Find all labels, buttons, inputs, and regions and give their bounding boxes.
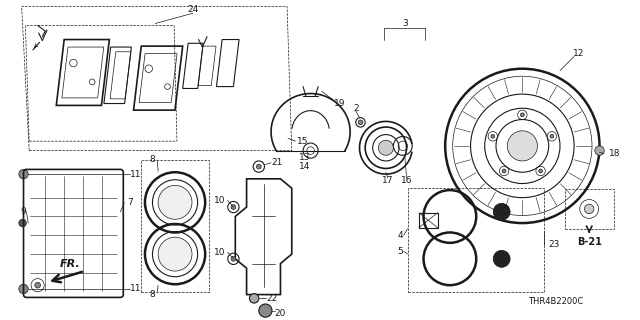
Text: 8: 8 <box>150 290 156 299</box>
Text: 2: 2 <box>353 104 358 113</box>
Circle shape <box>259 304 272 317</box>
Text: 24: 24 <box>188 5 198 14</box>
Circle shape <box>550 134 554 138</box>
Text: 15: 15 <box>296 137 308 146</box>
Text: 11: 11 <box>130 284 141 293</box>
Text: 20: 20 <box>275 309 286 318</box>
Circle shape <box>493 250 510 267</box>
Circle shape <box>257 164 261 169</box>
Text: 17: 17 <box>382 176 394 185</box>
Text: FR.: FR. <box>60 259 81 268</box>
Circle shape <box>19 284 28 294</box>
Circle shape <box>491 134 495 138</box>
Text: 14: 14 <box>300 162 310 171</box>
Text: 3: 3 <box>402 19 408 28</box>
Text: 4: 4 <box>397 231 403 240</box>
Bar <box>419 213 438 228</box>
Circle shape <box>231 205 236 209</box>
Text: B-21: B-21 <box>577 237 602 247</box>
Circle shape <box>520 113 524 117</box>
Bar <box>564 189 614 229</box>
Circle shape <box>584 204 594 214</box>
Text: 16: 16 <box>401 176 412 185</box>
Circle shape <box>378 140 394 155</box>
Text: 10: 10 <box>214 248 226 257</box>
Circle shape <box>250 294 259 303</box>
Circle shape <box>539 169 543 173</box>
Circle shape <box>158 185 192 219</box>
Text: 21: 21 <box>271 158 282 167</box>
Circle shape <box>508 131 538 161</box>
Text: 23: 23 <box>548 240 560 249</box>
Text: 10: 10 <box>214 196 226 205</box>
Circle shape <box>35 282 40 288</box>
Text: 13: 13 <box>300 153 311 162</box>
Text: 8: 8 <box>150 156 156 164</box>
Circle shape <box>493 203 510 220</box>
Text: 5: 5 <box>397 247 403 256</box>
Circle shape <box>231 256 236 261</box>
Text: 7: 7 <box>127 198 133 207</box>
Text: 22: 22 <box>266 294 278 303</box>
Circle shape <box>19 169 28 179</box>
Text: 12: 12 <box>573 49 584 58</box>
Circle shape <box>158 237 192 271</box>
Bar <box>408 188 544 292</box>
Circle shape <box>358 120 363 125</box>
Circle shape <box>502 169 506 173</box>
Circle shape <box>19 219 26 227</box>
Text: 9: 9 <box>20 207 26 216</box>
Text: 11: 11 <box>130 170 141 179</box>
Text: THR4B2200C: THR4B2200C <box>528 297 584 306</box>
Text: 19: 19 <box>334 99 346 108</box>
Bar <box>141 160 209 292</box>
Circle shape <box>595 146 604 155</box>
Text: 18: 18 <box>609 149 620 158</box>
